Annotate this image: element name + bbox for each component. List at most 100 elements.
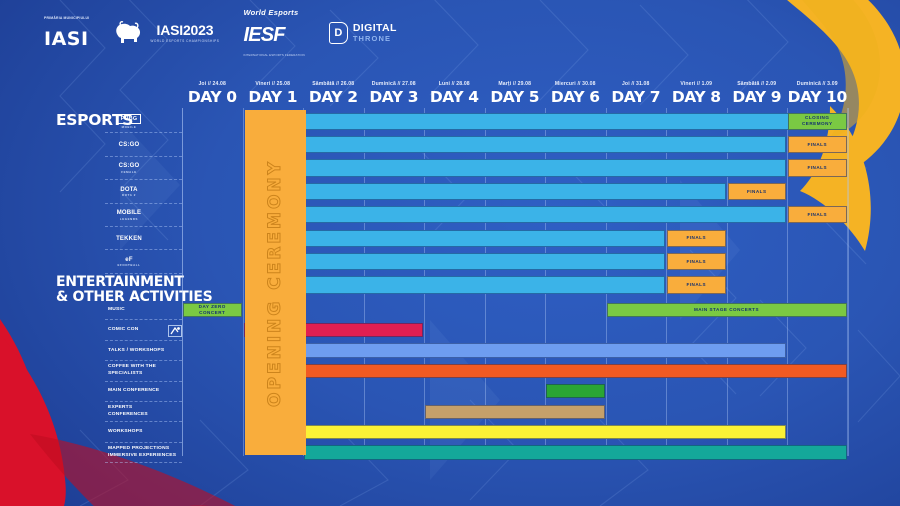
bar-label: FINALS [686,235,707,241]
game-subtitle: DOTA 2 [122,193,136,198]
day-number-label: DAY 7 [611,87,661,106]
entertainment-bar-3[interactable] [304,343,786,358]
esports-bar-11[interactable]: FINALS [667,229,726,247]
game-subtitle: MOBILE [121,125,137,130]
entertainment-bar-6[interactable] [425,404,605,419]
bar-label: FINALS [807,141,828,147]
esports-bar-6[interactable] [304,182,726,201]
esports-bar-0[interactable] [304,112,847,130]
day-date-label: Vineri // 1.09 [680,81,713,87]
entertainment-row-guide-2 [105,360,182,362]
column-separator-9 [726,108,728,456]
esports-bar-4[interactable] [304,159,786,177]
day-date-label: Joi // 31.08 [621,81,650,87]
day-column-header-0[interactable]: Joi // 24.08 DAY 0 [182,72,243,106]
entertainment-bar-0[interactable]: DAY ZERO CONCERT [183,302,242,317]
day-column-header-7[interactable]: Joi // 31.08 DAY 7 [606,72,667,106]
section-title-entertainment: ENTERTAINMENT & OTHER ACTIVITIES [56,274,213,306]
esports-row-guide-0 [105,132,182,134]
game-subtitle: EFOOTBALL [117,263,141,268]
column-separator-0 [182,108,183,456]
entertainment-bar-7[interactable] [304,424,786,440]
entertainment-row-label-4: MAIN CONFERENCE [108,388,160,394]
esports-bar-2[interactable] [304,135,786,154]
esports-bar-5[interactable]: FINALS [788,159,847,177]
day-number-label: DAY 5 [490,87,540,106]
game-title: CS:GO [118,142,140,149]
entertainment-row-guide-5 [105,421,182,423]
comic-con-icon [168,324,182,338]
column-separator-10 [787,108,788,456]
logo-iasi-word: IASI [44,27,89,50]
day-number-label: DAY 10 [787,87,848,106]
day-column-header-8[interactable]: Vineri // 1.09 DAY 8 [666,72,727,106]
esports-row-guide-3 [105,202,182,204]
day-number-label: DAY 3 [369,87,419,106]
day-column-header-9[interactable]: Sâmbătă // 2.09 DAY 9 [727,72,788,106]
day-date-label: Miercuri // 30.08 [554,81,596,87]
day-header-row: Joi // 24.08 DAY 0 Vineri // 25.08 DAY 1 Sâm… [182,72,848,106]
logo-iasi-2023: IASI2023 WORLD ESPORTS CHAMPIONSHIPS [113,20,219,46]
esports-bar-15[interactable]: FINALS [667,276,726,294]
esports-bar-9[interactable]: FINALS [788,206,847,224]
day-date-label: Vineri // 25.08 [255,81,291,87]
entertainment-row-guide-6 [105,441,182,443]
day-column-header-5[interactable]: Marți // 29.08 DAY 5 [485,72,546,106]
entertainment-row-guide-0 [105,319,182,321]
entertainment-bar-4[interactable] [304,363,847,379]
esports-row-guide-4 [105,226,182,227]
bar-label: FINALS [686,258,707,264]
entertainment-bar-5[interactable] [546,384,605,399]
entertainment-row-guide-7 [105,462,182,464]
esports-game-logo-4: MOBILE LEGENDS [100,206,158,225]
day-number-label: DAY 9 [732,87,782,106]
day-number-label: DAY 0 [187,87,237,106]
entertainment-row-guide-4 [105,401,182,402]
day-date-label: Joi // 24.08 [198,81,227,87]
entertainment-bar-1[interactable]: MAIN STAGE CONCERTS [606,302,847,317]
bar-label: FINALS [686,282,707,288]
bison-icon [116,21,141,43]
logo-iasi-city-hall: PRIMĂRIA MUNICIPIULUI IASI [44,16,89,50]
esports-bar-10[interactable] [304,229,665,247]
day-date-label: Duminică // 3.09 [796,81,838,87]
day-column-header-10[interactable]: Duminică // 3.09 DAY 10 [787,72,848,106]
bar-label: FINALS [807,211,828,217]
game-title: eF [125,256,133,263]
bar-label: FINALS [807,165,828,171]
esports-bar-3[interactable]: FINALS [788,135,847,154]
esports-bar-12[interactable] [304,252,665,271]
section-title-esports: ESPORTS [56,111,134,129]
entertainment-row-guide-3 [105,380,182,382]
logo-iesf: World Esports IESF INTERNATIONAL ESPORTS… [243,9,304,56]
column-separator-11 [847,108,849,456]
bar-label: CLOSING CEREMONY [801,115,833,127]
day-column-header-6[interactable]: Miercuri // 30.08 DAY 6 [545,72,606,106]
esports-bar-8[interactable] [304,206,786,224]
esports-bar-14[interactable] [304,276,665,294]
day-number-label: DAY 4 [429,87,479,106]
day-column-header-2[interactable]: Sâmbătă // 26.08 DAY 2 [303,72,364,106]
day-number-label: DAY 2 [308,87,358,106]
esports-bar-7[interactable]: FINALS [727,182,786,201]
entertainment-row-label-3: COFFEE WITH THE SPECIALISTS [108,364,157,376]
esports-bar-1[interactable]: CLOSING CEREMONY [788,112,847,130]
entertainment-bar-8[interactable] [304,445,847,460]
esports-bar-13[interactable]: FINALS [667,252,726,271]
digital-throne-line2: THRONE [352,34,392,44]
opening-ceremony-label: OPENING CEREMONY [265,158,286,407]
column-separator-1 [242,108,244,456]
bar-opening-ceremony[interactable]: OPENING CEREMONY [245,110,306,455]
game-title: TEKKEN [116,235,142,242]
day-column-header-3[interactable]: Duminică // 27.08 DAY 3 [364,72,425,106]
day-column-header-1[interactable]: Vineri // 25.08 DAY 1 [243,72,304,106]
entertainment-row-label-5: EXPERTS CONFERENCES [108,405,148,417]
esports-game-logo-0: PUBG MOBILE [100,112,158,131]
esports-row-guide-5 [105,249,182,251]
entertainment-row-label-6: WORKSHOPS [108,429,143,435]
day-column-header-4[interactable]: Luni // 28.08 DAY 4 [424,72,485,106]
logo-iesf-top: World Esports [243,8,299,18]
digital-throne-mark-icon: D [328,22,348,44]
esports-row-guide-6 [105,272,182,274]
